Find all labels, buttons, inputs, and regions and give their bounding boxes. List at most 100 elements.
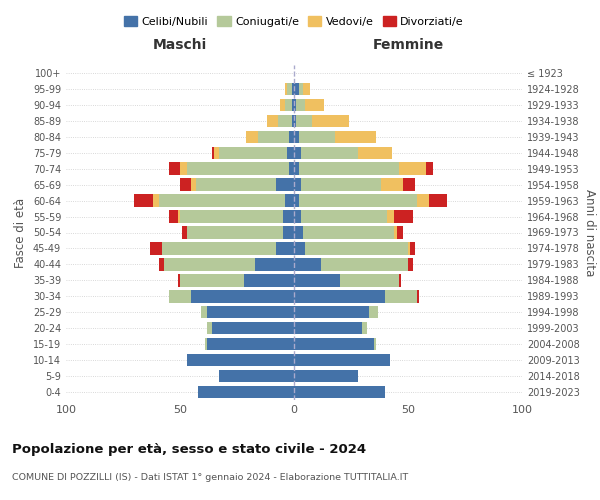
Bar (410, 242, 415, 254)
Bar (362, 322, 367, 334)
Bar (164, 258, 255, 270)
Bar (403, 178, 415, 191)
Bar (212, 322, 294, 334)
Bar (340, 274, 399, 286)
Bar (294, 322, 362, 334)
Bar (180, 178, 191, 191)
Bar (305, 242, 408, 254)
Bar (303, 226, 394, 238)
Bar (294, 114, 296, 127)
Bar (299, 130, 335, 143)
Bar (180, 274, 244, 286)
Bar (322, 258, 408, 270)
Bar (208, 338, 294, 350)
Bar (294, 130, 299, 143)
Bar (294, 242, 305, 254)
Bar (285, 98, 292, 111)
Bar (214, 146, 219, 159)
Bar (294, 210, 301, 223)
Bar (283, 210, 294, 223)
Bar (303, 82, 310, 95)
Y-axis label: Anni di nascita: Anni di nascita (583, 189, 596, 276)
Bar (187, 226, 283, 238)
Bar (200, 306, 208, 318)
Bar (294, 354, 390, 366)
Bar (294, 258, 322, 270)
Bar (280, 98, 285, 111)
Bar (358, 146, 392, 159)
Bar (380, 178, 403, 191)
Bar (299, 162, 399, 175)
Bar (169, 290, 191, 302)
Text: COMUNE DI POZZILLI (IS) - Dati ISTAT 1° gennaio 2024 - Elaborazione TUTTITALIA.I: COMUNE DI POZZILLI (IS) - Dati ISTAT 1° … (12, 472, 408, 482)
Bar (212, 146, 214, 159)
Bar (178, 210, 180, 223)
Bar (294, 146, 301, 159)
Bar (296, 98, 305, 111)
Bar (287, 82, 292, 95)
Bar (219, 146, 287, 159)
Bar (388, 210, 394, 223)
Bar (335, 130, 376, 143)
Bar (169, 210, 178, 223)
Bar (399, 274, 401, 286)
Bar (299, 194, 417, 207)
Bar (276, 242, 294, 254)
Bar (208, 306, 294, 318)
Bar (151, 242, 162, 254)
Bar (292, 82, 294, 95)
Bar (292, 98, 294, 111)
Legend: Celibi/Nubili, Coniugati/e, Vedovi/e, Divorziati/e: Celibi/Nubili, Coniugati/e, Vedovi/e, Di… (122, 14, 466, 29)
Bar (196, 178, 276, 191)
Bar (408, 258, 413, 270)
Bar (294, 82, 299, 95)
Bar (294, 98, 296, 111)
Bar (160, 194, 285, 207)
Bar (294, 162, 299, 175)
Bar (294, 290, 385, 302)
Bar (296, 114, 312, 127)
Bar (160, 258, 164, 270)
Bar (178, 274, 180, 286)
Bar (208, 322, 212, 334)
Bar (294, 194, 299, 207)
Bar (426, 162, 433, 175)
Bar (301, 210, 388, 223)
Bar (287, 146, 294, 159)
Bar (191, 178, 196, 191)
Bar (246, 130, 257, 143)
Bar (417, 194, 428, 207)
Bar (294, 226, 303, 238)
Text: Femmine: Femmine (373, 38, 443, 52)
Bar (294, 370, 358, 382)
Bar (180, 210, 283, 223)
Bar (294, 178, 301, 191)
Bar (399, 162, 426, 175)
Bar (169, 162, 180, 175)
Bar (162, 242, 276, 254)
Bar (205, 338, 208, 350)
Text: Maschi: Maschi (153, 38, 207, 52)
Bar (294, 386, 385, 398)
Bar (397, 226, 403, 238)
Bar (152, 194, 160, 207)
Text: Popolazione per età, sesso e stato civile - 2024: Popolazione per età, sesso e stato civil… (12, 442, 366, 456)
Bar (417, 290, 419, 302)
Bar (283, 226, 294, 238)
Bar (394, 226, 397, 238)
Bar (428, 194, 447, 207)
Bar (182, 226, 187, 238)
Bar (276, 178, 294, 191)
Bar (187, 354, 294, 366)
Bar (408, 242, 410, 254)
Bar (187, 162, 289, 175)
Bar (294, 274, 340, 286)
Bar (294, 306, 369, 318)
Bar (198, 386, 294, 398)
Bar (312, 114, 349, 127)
Bar (385, 290, 417, 302)
Bar (180, 162, 187, 175)
Bar (285, 194, 294, 207)
Bar (369, 306, 379, 318)
Bar (374, 338, 376, 350)
